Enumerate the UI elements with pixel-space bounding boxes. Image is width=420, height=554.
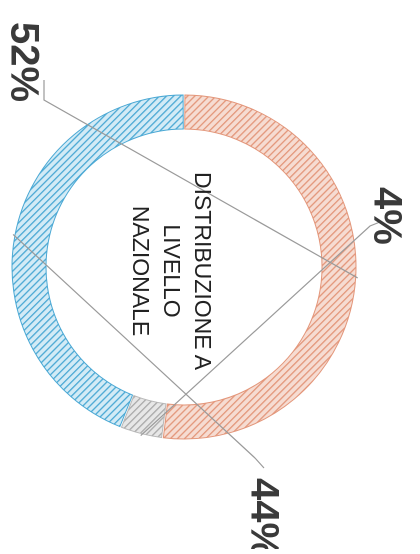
- leader-line-44: [12, 233, 265, 469]
- center-title: DISTRIBUZIONE A LIVELLO NAZIONALE: [128, 172, 216, 371]
- slice-label-44: 44%: [242, 478, 286, 549]
- donut-slices: [11, 94, 357, 440]
- donut-slice-52: [162, 94, 357, 440]
- leader-line-4: [140, 221, 381, 436]
- center-title-line-1: DISTRIBUZIONE A: [190, 172, 216, 371]
- slice-label-4: 4%: [365, 187, 409, 245]
- leader-line-52: [43, 80, 358, 279]
- leader-lines: [12, 80, 381, 469]
- donut-slice-44: [11, 94, 184, 428]
- center-title-line-2: LIVELLO: [159, 224, 185, 317]
- donut-slice-4: [120, 394, 167, 439]
- center-title-line-3: NAZIONALE: [128, 206, 154, 336]
- slice-label-52: 52%: [2, 22, 46, 102]
